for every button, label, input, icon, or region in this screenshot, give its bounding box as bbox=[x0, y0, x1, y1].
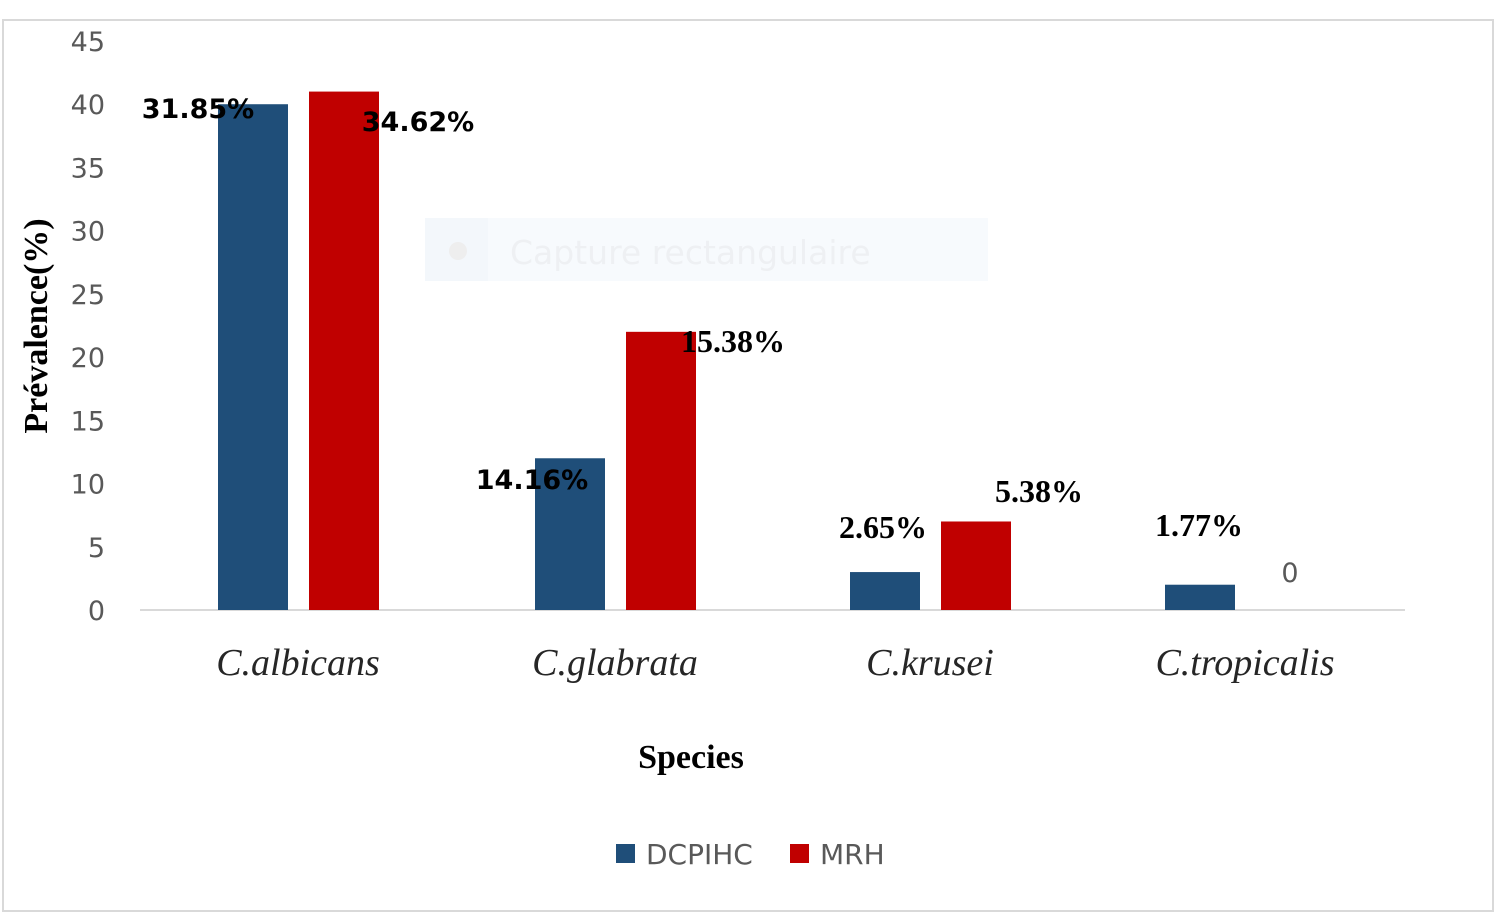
data-label: 15.38% bbox=[681, 323, 785, 359]
y-tick-label: 15 bbox=[71, 406, 105, 437]
capture-overlay: Capture rectangulaire bbox=[425, 218, 988, 281]
y-tick-label: 35 bbox=[71, 153, 105, 184]
x-tick-label: C.krusei bbox=[866, 642, 994, 684]
legend-label-mrh: MRH bbox=[820, 838, 885, 871]
bar-mrh-c-glabrata bbox=[626, 331, 696, 610]
y-tick-label: 25 bbox=[71, 280, 105, 311]
bar-mrh-c-krusei bbox=[941, 521, 1011, 610]
y-tick-label: 30 bbox=[71, 217, 105, 248]
bar-dcpihc-c-glabrata bbox=[535, 458, 605, 610]
bar-dcpihc-c-albicans bbox=[218, 104, 288, 610]
x-axis-title: Species bbox=[638, 739, 744, 776]
legend-swatch-mrh bbox=[790, 844, 809, 863]
bar-mrh-c-albicans bbox=[309, 91, 379, 611]
x-tick-label: C.albicans bbox=[216, 642, 380, 684]
x-tick-label: C.glabrata bbox=[532, 642, 698, 684]
data-label: 2.65% bbox=[839, 509, 927, 545]
data-label: 14.16% bbox=[476, 465, 588, 496]
y-tick-label: 45 bbox=[71, 27, 105, 58]
legend-swatch-dcpihc bbox=[616, 844, 635, 863]
data-label: 31.85% bbox=[142, 94, 254, 125]
bar-dcpihc-c-krusei bbox=[850, 572, 920, 610]
x-tick-label: C.tropicalis bbox=[1155, 642, 1334, 684]
data-label: 1.77% bbox=[1155, 507, 1243, 543]
y-tick-label: 10 bbox=[71, 470, 105, 501]
record-dot-icon bbox=[449, 242, 467, 260]
bar-dcpihc-c-tropicalis bbox=[1165, 584, 1235, 610]
data-label: 0 bbox=[1281, 558, 1298, 589]
data-label: 34.62% bbox=[362, 107, 474, 138]
capture-overlay-label: Capture rectangulaire bbox=[510, 233, 871, 272]
legend-label-dcpihc: DCPIHC bbox=[646, 838, 753, 871]
data-label: 5.38% bbox=[995, 473, 1083, 509]
capture-overlay-box bbox=[425, 218, 988, 281]
y-axis-title: Prévalence(%) bbox=[18, 218, 55, 433]
y-tick-label: 0 bbox=[88, 596, 105, 627]
y-tick-label: 5 bbox=[88, 533, 105, 564]
y-tick-label: 40 bbox=[71, 90, 105, 121]
y-tick-label: 20 bbox=[71, 343, 105, 374]
